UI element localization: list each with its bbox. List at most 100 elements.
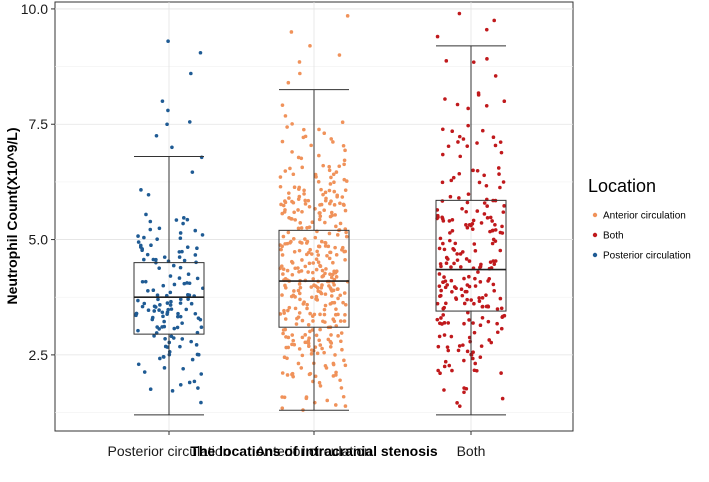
data-point (316, 179, 321, 184)
outlier-point (457, 11, 462, 16)
data-point (139, 188, 143, 192)
data-point (140, 248, 144, 253)
data-point (338, 378, 342, 383)
outlier-point (289, 30, 294, 34)
data-point (498, 230, 503, 235)
data-point (318, 384, 323, 388)
data-point (339, 386, 344, 390)
data-point (303, 237, 307, 241)
data-point (441, 313, 446, 317)
data-point (140, 304, 145, 309)
data-point (439, 316, 443, 320)
data-point (462, 386, 466, 390)
data-point (286, 308, 290, 313)
data-point (169, 299, 173, 304)
data-point (287, 196, 291, 200)
data-point (301, 302, 306, 306)
data-point (285, 373, 290, 377)
data-point (320, 268, 325, 273)
data-point (467, 274, 471, 279)
data-point (311, 261, 316, 265)
data-point (455, 252, 459, 256)
legend-key (592, 212, 598, 218)
data-point (149, 243, 153, 248)
data-point (148, 219, 153, 224)
data-point (309, 143, 313, 148)
data-point (452, 261, 456, 266)
data-point (490, 241, 495, 246)
data-point (444, 301, 448, 306)
data-point (318, 214, 323, 218)
data-point (290, 122, 294, 126)
y-axis-title: Neutrophil Count(X10^9/L) (4, 128, 20, 305)
data-point (299, 366, 304, 370)
data-point (281, 272, 285, 276)
data-point (444, 59, 449, 63)
data-point (142, 257, 146, 262)
data-point (322, 307, 327, 312)
data-point (320, 346, 324, 351)
data-point (320, 274, 325, 279)
outlier-point (337, 53, 342, 57)
data-point (457, 404, 462, 408)
data-point (187, 380, 192, 385)
data-point (435, 213, 440, 218)
data-point (475, 141, 479, 145)
data-point (162, 324, 167, 329)
data-point (441, 241, 445, 246)
data-point (307, 205, 312, 209)
outlier-point (484, 27, 489, 32)
data-point (465, 297, 469, 302)
data-point (172, 282, 177, 287)
data-point (285, 268, 290, 273)
data-point (327, 284, 331, 288)
data-point (140, 279, 145, 284)
data-point (460, 293, 465, 298)
x-axis-title: The locations of intracranial stenosis (190, 443, 438, 459)
data-point (292, 289, 296, 293)
data-point (496, 166, 501, 170)
data-point (177, 276, 182, 280)
data-point (492, 288, 497, 293)
data-point (329, 210, 334, 215)
data-point (491, 282, 496, 287)
data-point (136, 362, 141, 367)
data-point (473, 249, 478, 253)
data-point (472, 242, 477, 246)
data-point (290, 272, 295, 277)
data-point (329, 275, 334, 280)
outlier-point (187, 120, 192, 124)
data-point (467, 222, 472, 227)
data-point (456, 348, 461, 353)
data-point (296, 266, 300, 270)
data-point (436, 368, 440, 373)
data-point (308, 329, 312, 334)
data-point (281, 331, 285, 336)
outlier-point (166, 39, 170, 44)
data-point (339, 331, 344, 335)
x-axis: Posterior circulation Anterior circulatio… (108, 431, 485, 459)
data-point (317, 217, 322, 222)
data-point (458, 265, 463, 269)
data-point (333, 213, 337, 217)
data-point (446, 348, 451, 353)
data-point (440, 152, 445, 157)
data-point (293, 266, 297, 271)
data-point (168, 290, 173, 295)
data-point (280, 103, 285, 107)
data-point (342, 158, 347, 163)
data-point (200, 233, 205, 237)
data-point (155, 237, 159, 241)
data-point (485, 216, 490, 220)
data-point (312, 283, 316, 288)
data-point (311, 319, 315, 323)
y-tick-label: 7.5 (29, 116, 49, 132)
legend-key (592, 232, 598, 238)
data-point (440, 180, 445, 185)
data-point (485, 57, 489, 61)
data-point (495, 307, 500, 311)
data-point (466, 310, 470, 315)
data-point (502, 204, 506, 208)
data-point (342, 249, 347, 254)
